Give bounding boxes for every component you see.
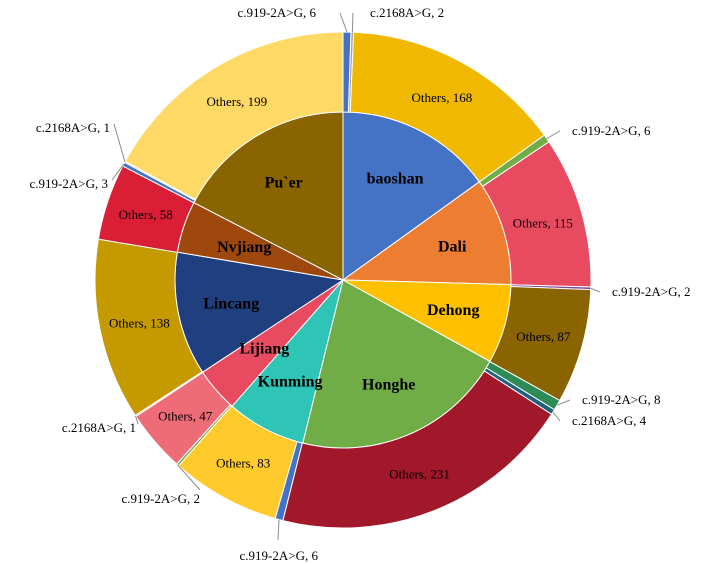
outer-label-c-2168a-g-1: c.2168A>G, 1 xyxy=(62,420,136,435)
outer-labels: Others, 168 Others, 115 Others, 87 Others, … xyxy=(30,5,691,563)
inner-label-nvjiang: Nvjiang xyxy=(217,239,271,256)
inner-labels: baoshan Dali Dehong Honghe Kunming Lijiang Lin… xyxy=(203,170,479,393)
outer-slice-others-199 xyxy=(124,31,344,201)
inner-label-kunming: Kunming xyxy=(258,373,323,390)
leader-line-c-919-2a-g-6 xyxy=(277,519,280,541)
inner-label-dehong: Dehong xyxy=(427,302,479,319)
leader-line-c-2168a-g-1 xyxy=(135,415,139,425)
outer-label-others-115: Others, 115 xyxy=(513,215,573,230)
outer-label-c-2168a-g-1: c.2168A>G, 1 xyxy=(36,120,110,135)
outer-label-others-231: Others, 231 xyxy=(389,466,450,481)
outer-label-c-919-2a-g-6: c.919-2A>G, 6 xyxy=(572,123,651,138)
leader-line-c-919-2a-g-2 xyxy=(177,464,201,491)
outer-label-c-919-2a-g-2: c.919-2A>G, 2 xyxy=(612,284,690,299)
outer-label-c-919-2a-g-2: c.919-2A>G, 2 xyxy=(122,491,200,506)
outer-label-others-58: Others, 58 xyxy=(119,207,173,222)
outer-label-c-2168a-g-2: c.2168A>G, 2 xyxy=(370,5,444,20)
outer-label-c-919-2a-g-3: c.919-2A>G, 3 xyxy=(30,176,108,191)
outer-label-others-138: Others, 138 xyxy=(109,316,170,331)
inner-label-dali: Dali xyxy=(438,238,467,255)
inner-label-lincang: Lincang xyxy=(203,295,259,312)
leader-line-c-2168a-g-2 xyxy=(351,12,354,33)
inner-label-honghe: Honghe xyxy=(362,377,415,394)
leader-line-c-919-2a-g-6 xyxy=(339,12,348,33)
outer-label-c-2168a-g-4: c.2168A>G, 4 xyxy=(572,413,647,428)
outer-label-others-83: Others, 83 xyxy=(216,455,270,470)
inner-label-lijiang: Lijiang xyxy=(239,340,289,357)
leader-line-c-919-2a-g-6 xyxy=(546,130,561,139)
outer-label-others-199: Others, 199 xyxy=(206,94,267,109)
outer-ring xyxy=(94,31,592,529)
leader-line-c-2168a-g-1 xyxy=(113,123,126,162)
outer-label-others-47: Others, 47 xyxy=(158,408,213,423)
leader-line-c-919-2a-g-8 xyxy=(556,399,571,406)
inner-label-pu-er: Pu`er xyxy=(265,174,303,191)
outer-label-c-919-2a-g-6: c.919-2A>G, 6 xyxy=(238,5,317,20)
inner-ring xyxy=(174,111,512,449)
leader-line-c-919-2a-g-2 xyxy=(590,287,601,293)
outer-label-others-168: Others, 168 xyxy=(412,90,473,105)
inner-label-baoshan: baoshan xyxy=(367,170,424,187)
leader-line-c-919-2a-g-3 xyxy=(111,163,125,181)
outer-label-others-87: Others, 87 xyxy=(516,329,571,344)
leader-lines xyxy=(111,12,601,541)
leader-line-c-2168a-g-4 xyxy=(552,411,561,422)
outer-label-c-919-2a-g-8: c.919-2A>G, 8 xyxy=(582,392,660,407)
outer-label-c-919-2a-g-6: c.919-2A>G, 6 xyxy=(240,548,319,563)
